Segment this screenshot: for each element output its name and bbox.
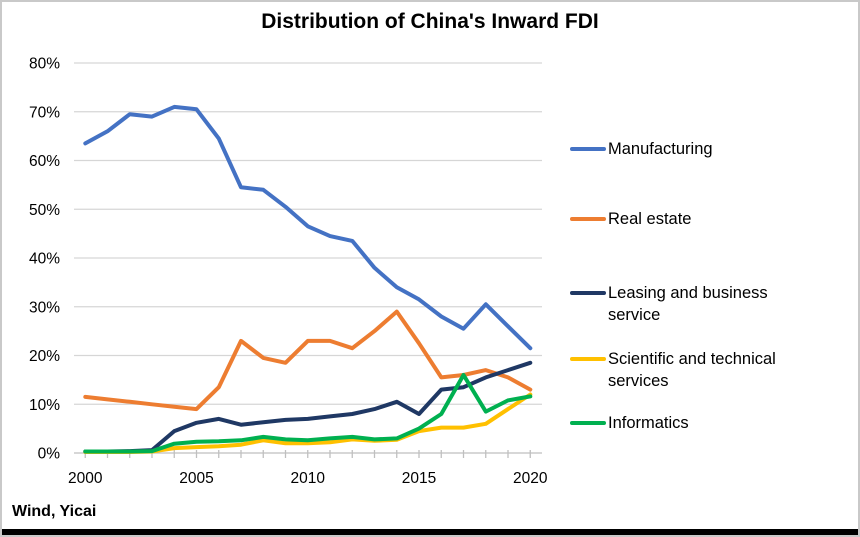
legend-item-scientific-and-technical-services: Scientific and technical services (570, 348, 823, 392)
y-tick-label: 10% (29, 397, 60, 414)
bottom-divider (2, 529, 858, 535)
y-tick-label: 70% (29, 104, 60, 121)
legend-swatch-icon (570, 217, 606, 221)
legend-swatch-icon (570, 147, 606, 151)
x-tick-label: 2020 (513, 470, 548, 487)
legend-swatch-icon (570, 291, 606, 295)
legend-swatch-icon (570, 421, 606, 425)
y-tick-label: 60% (29, 153, 60, 170)
legend-label: Manufacturing (608, 140, 713, 158)
series-line-real-estate (83, 309, 533, 412)
series-line-manufacturing (83, 104, 533, 351)
chart-title: Distribution of China's Inward FDI (261, 10, 599, 33)
source-note: Wind, Yicai (12, 503, 97, 520)
legend-item-leasing-and-business-service: Leasing and business service (570, 282, 823, 326)
x-tick-label: 2010 (291, 470, 326, 487)
legend-item-informatics: Informatics (570, 412, 689, 434)
legend-item-real-estate: Real estate (570, 208, 691, 230)
x-tick-label: 2005 (179, 470, 213, 487)
x-tick-label: 2000 (68, 470, 103, 487)
y-tick-label: 30% (29, 299, 60, 316)
x-tick-label: 2015 (402, 470, 436, 487)
legend-label: Real estate (608, 210, 692, 228)
y-tick-label: 0% (38, 446, 61, 463)
legend-label: Informatics (608, 414, 689, 432)
y-tick-label: 80% (29, 56, 60, 73)
y-tick-label: 40% (29, 251, 60, 268)
y-tick-label: 50% (29, 202, 60, 219)
legend-label: Scientific and technical services (608, 350, 776, 390)
legend-label: Leasing and business service (608, 284, 768, 324)
legend-swatch-icon (570, 357, 606, 361)
series-line-informatics (83, 373, 533, 454)
legend-item-manufacturing: Manufacturing (570, 138, 713, 160)
y-tick-label: 20% (29, 348, 60, 365)
